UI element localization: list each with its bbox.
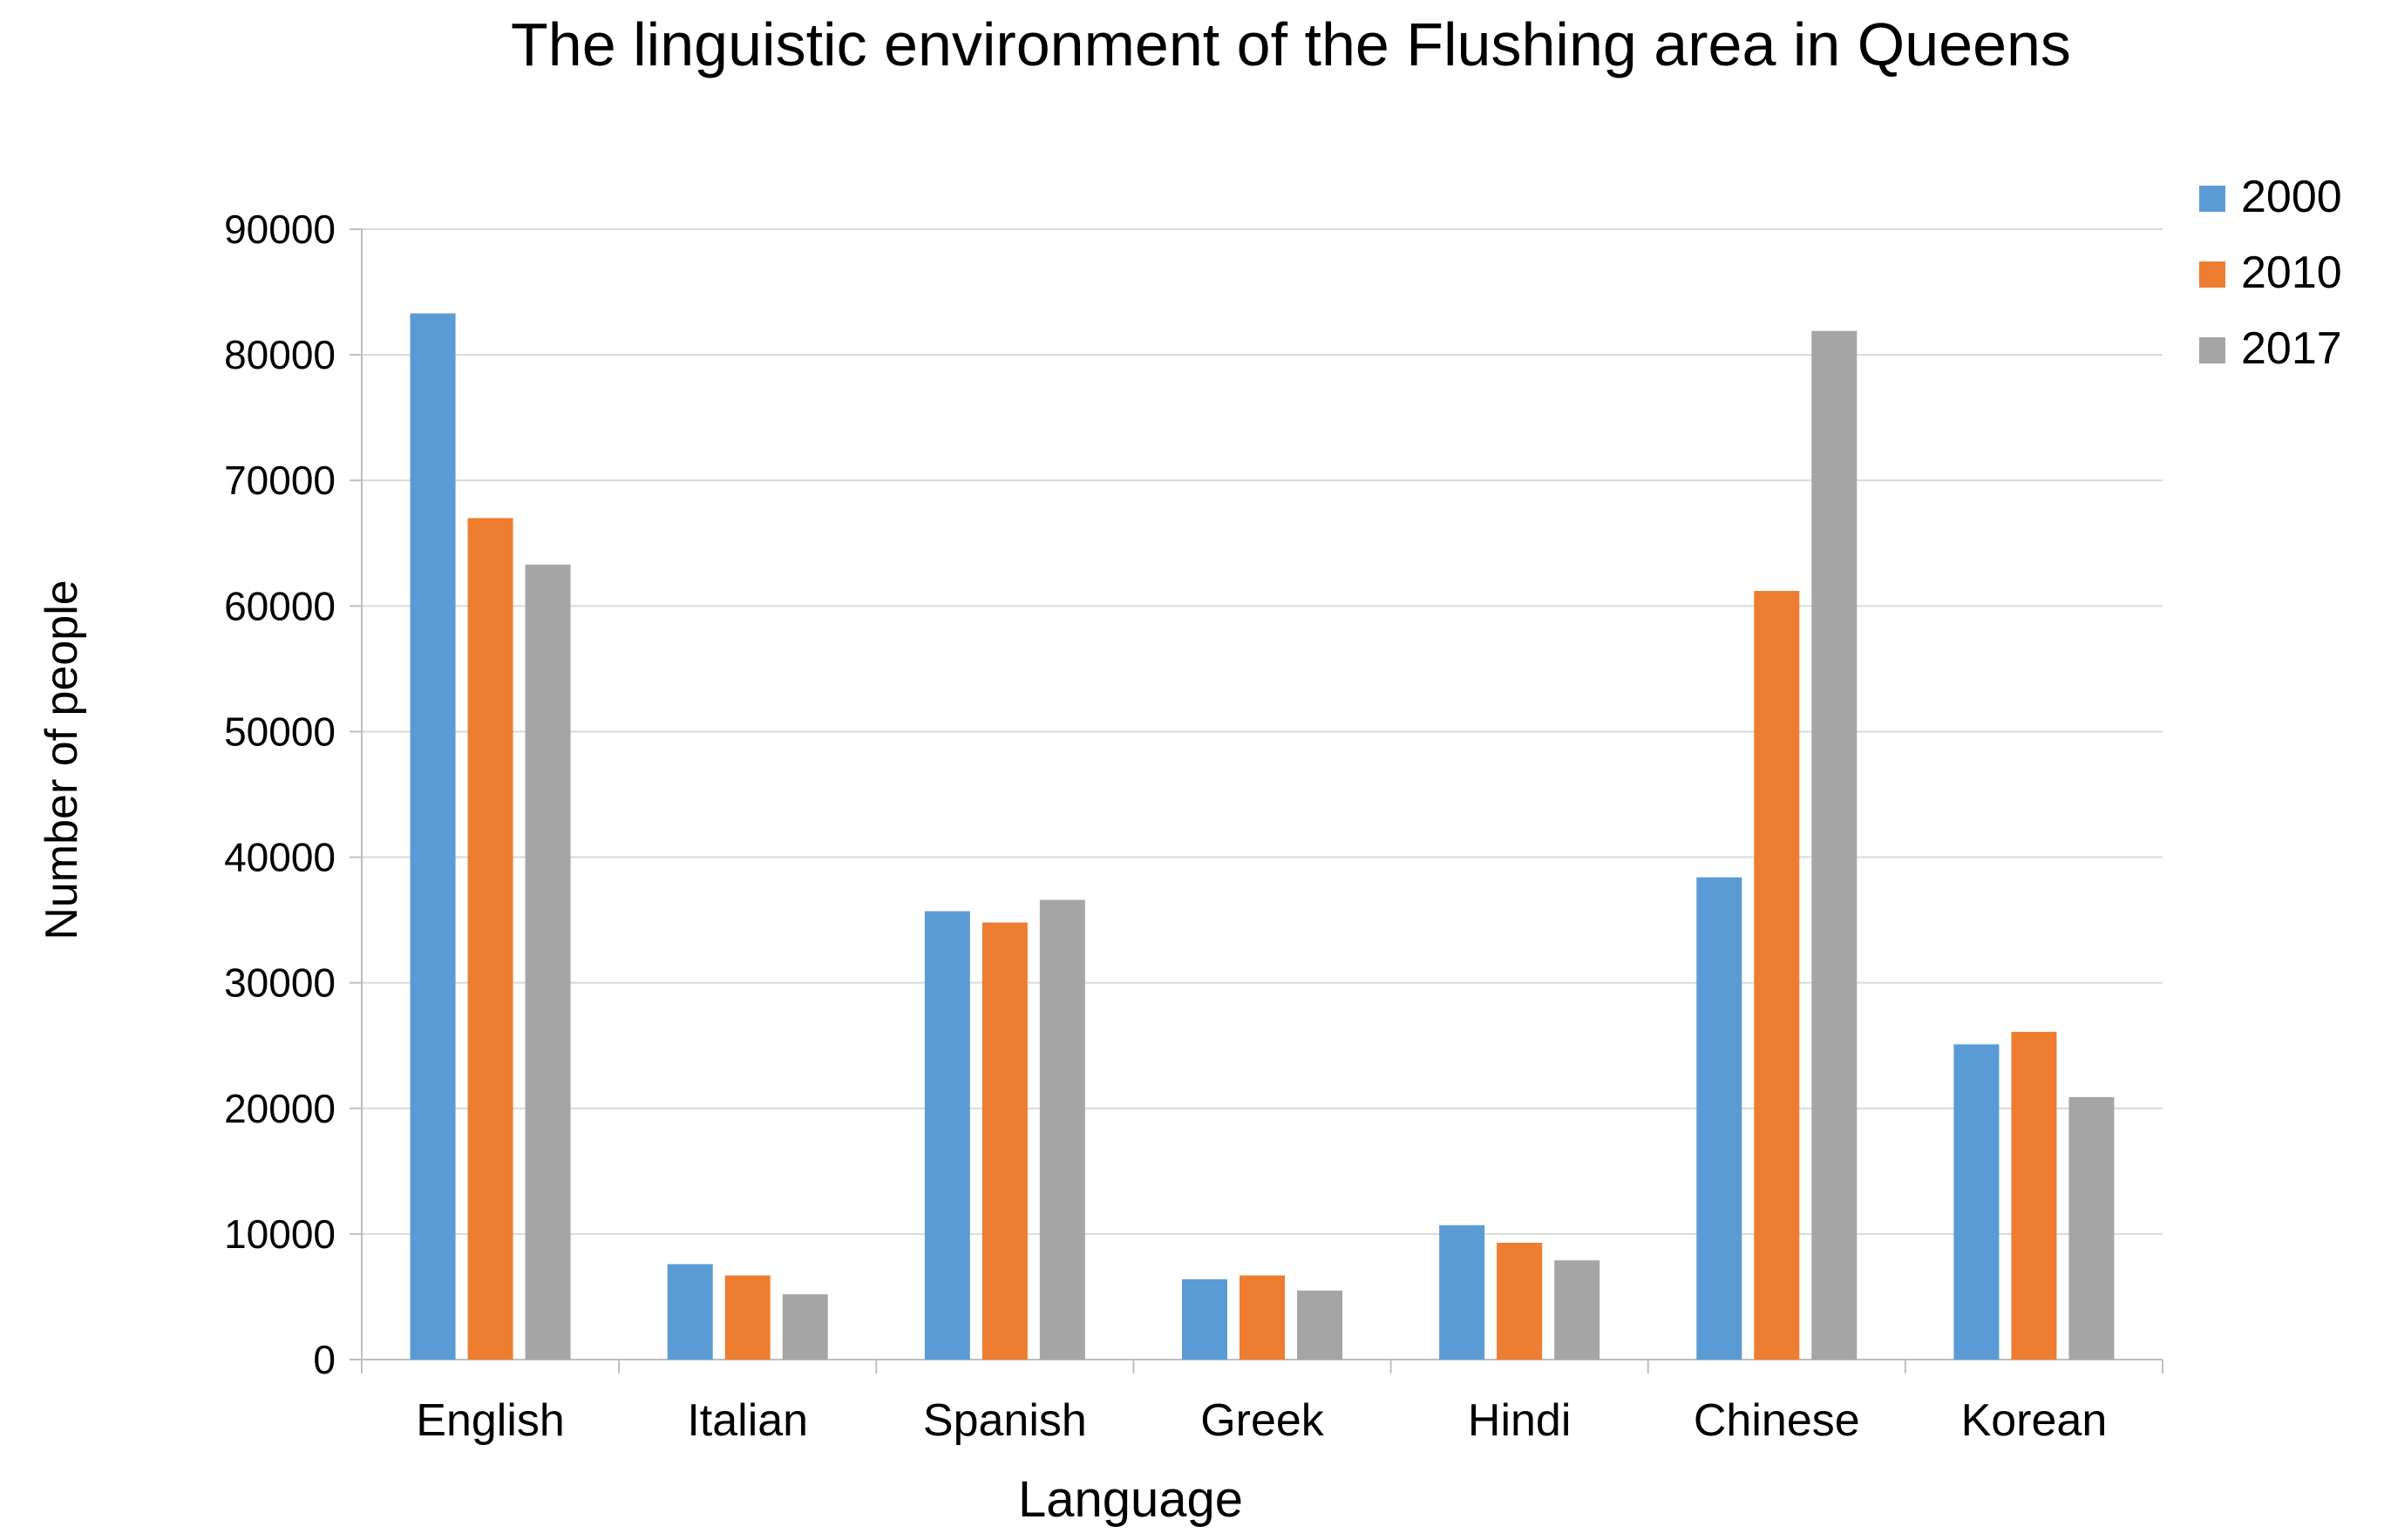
bar-korean-2010 <box>2011 1031 2057 1360</box>
bar-greek-2017 <box>1297 1290 1342 1360</box>
y-tick-label: 40000 <box>224 835 336 880</box>
legend-label: 2010 <box>2241 248 2342 298</box>
tick-labels: 0 10000 20000 30000 40000 50000 60000 70000 8000… <box>224 207 2107 1446</box>
axes <box>350 228 2163 1374</box>
y-tick-label: 60000 <box>224 583 336 628</box>
y-tick-label: 20000 <box>224 1086 336 1131</box>
y-tick-label: 80000 <box>224 332 336 377</box>
bar-italian-2017 <box>782 1294 828 1360</box>
legend-label: 2017 <box>2241 323 2342 374</box>
y-tick-label: 70000 <box>224 458 336 503</box>
bar-hindi-2017 <box>1554 1260 1600 1360</box>
bar-chinese-2000 <box>1696 877 1742 1360</box>
bar-greek-2010 <box>1240 1275 1285 1360</box>
legend-swatch-2017 <box>2199 337 2225 363</box>
bar-english-2017 <box>525 564 571 1360</box>
legend-swatch-2000 <box>2199 186 2225 212</box>
bar-spanish-2017 <box>1039 899 1085 1360</box>
y-tick-label: 10000 <box>224 1211 336 1257</box>
bar-hindi-2000 <box>1439 1225 1485 1360</box>
bar-chinese-2010 <box>1754 591 1800 1360</box>
y-tick-label: 90000 <box>224 207 336 252</box>
bar-english-2010 <box>467 518 513 1360</box>
x-tick-label: Korean <box>1961 1395 2108 1446</box>
bar-italian-2000 <box>667 1264 713 1360</box>
legend-label: 2000 <box>2241 172 2342 222</box>
legend: 2000 2010 2017 <box>2199 172 2342 374</box>
x-axis-title: Language <box>1018 1471 1243 1528</box>
bar-greek-2000 <box>1182 1279 1227 1360</box>
bar-chinese-2017 <box>1811 330 1858 1360</box>
bar-english-2000 <box>410 313 456 1360</box>
x-tick-label: Italian <box>687 1395 808 1446</box>
x-tick-label: English <box>416 1395 565 1446</box>
bar-italian-2010 <box>724 1275 771 1360</box>
bar-hindi-2010 <box>1497 1242 1543 1360</box>
bar-spanish-2010 <box>981 922 1028 1360</box>
bar-korean-2000 <box>1953 1044 2000 1360</box>
bar-spanish-2000 <box>924 911 970 1360</box>
y-tick-label: 50000 <box>224 709 336 754</box>
legend-swatch-2010 <box>2199 261 2225 288</box>
y-axis-title: Number of people <box>37 580 87 940</box>
y-tick-label: 0 <box>313 1337 336 1382</box>
x-tick-label: Spanish <box>923 1395 1087 1446</box>
y-tick-label: 30000 <box>224 960 336 1006</box>
x-tick-label: Hindi <box>1468 1395 1572 1446</box>
x-tick-label: Chinese <box>1694 1395 1860 1446</box>
bars <box>410 313 2115 1360</box>
gridlines <box>362 228 2163 1235</box>
chart-title: The linguistic environment of the Flushi… <box>511 10 2071 78</box>
bar-korean-2017 <box>2068 1096 2115 1360</box>
x-tick-label: Greek <box>1200 1395 1325 1446</box>
